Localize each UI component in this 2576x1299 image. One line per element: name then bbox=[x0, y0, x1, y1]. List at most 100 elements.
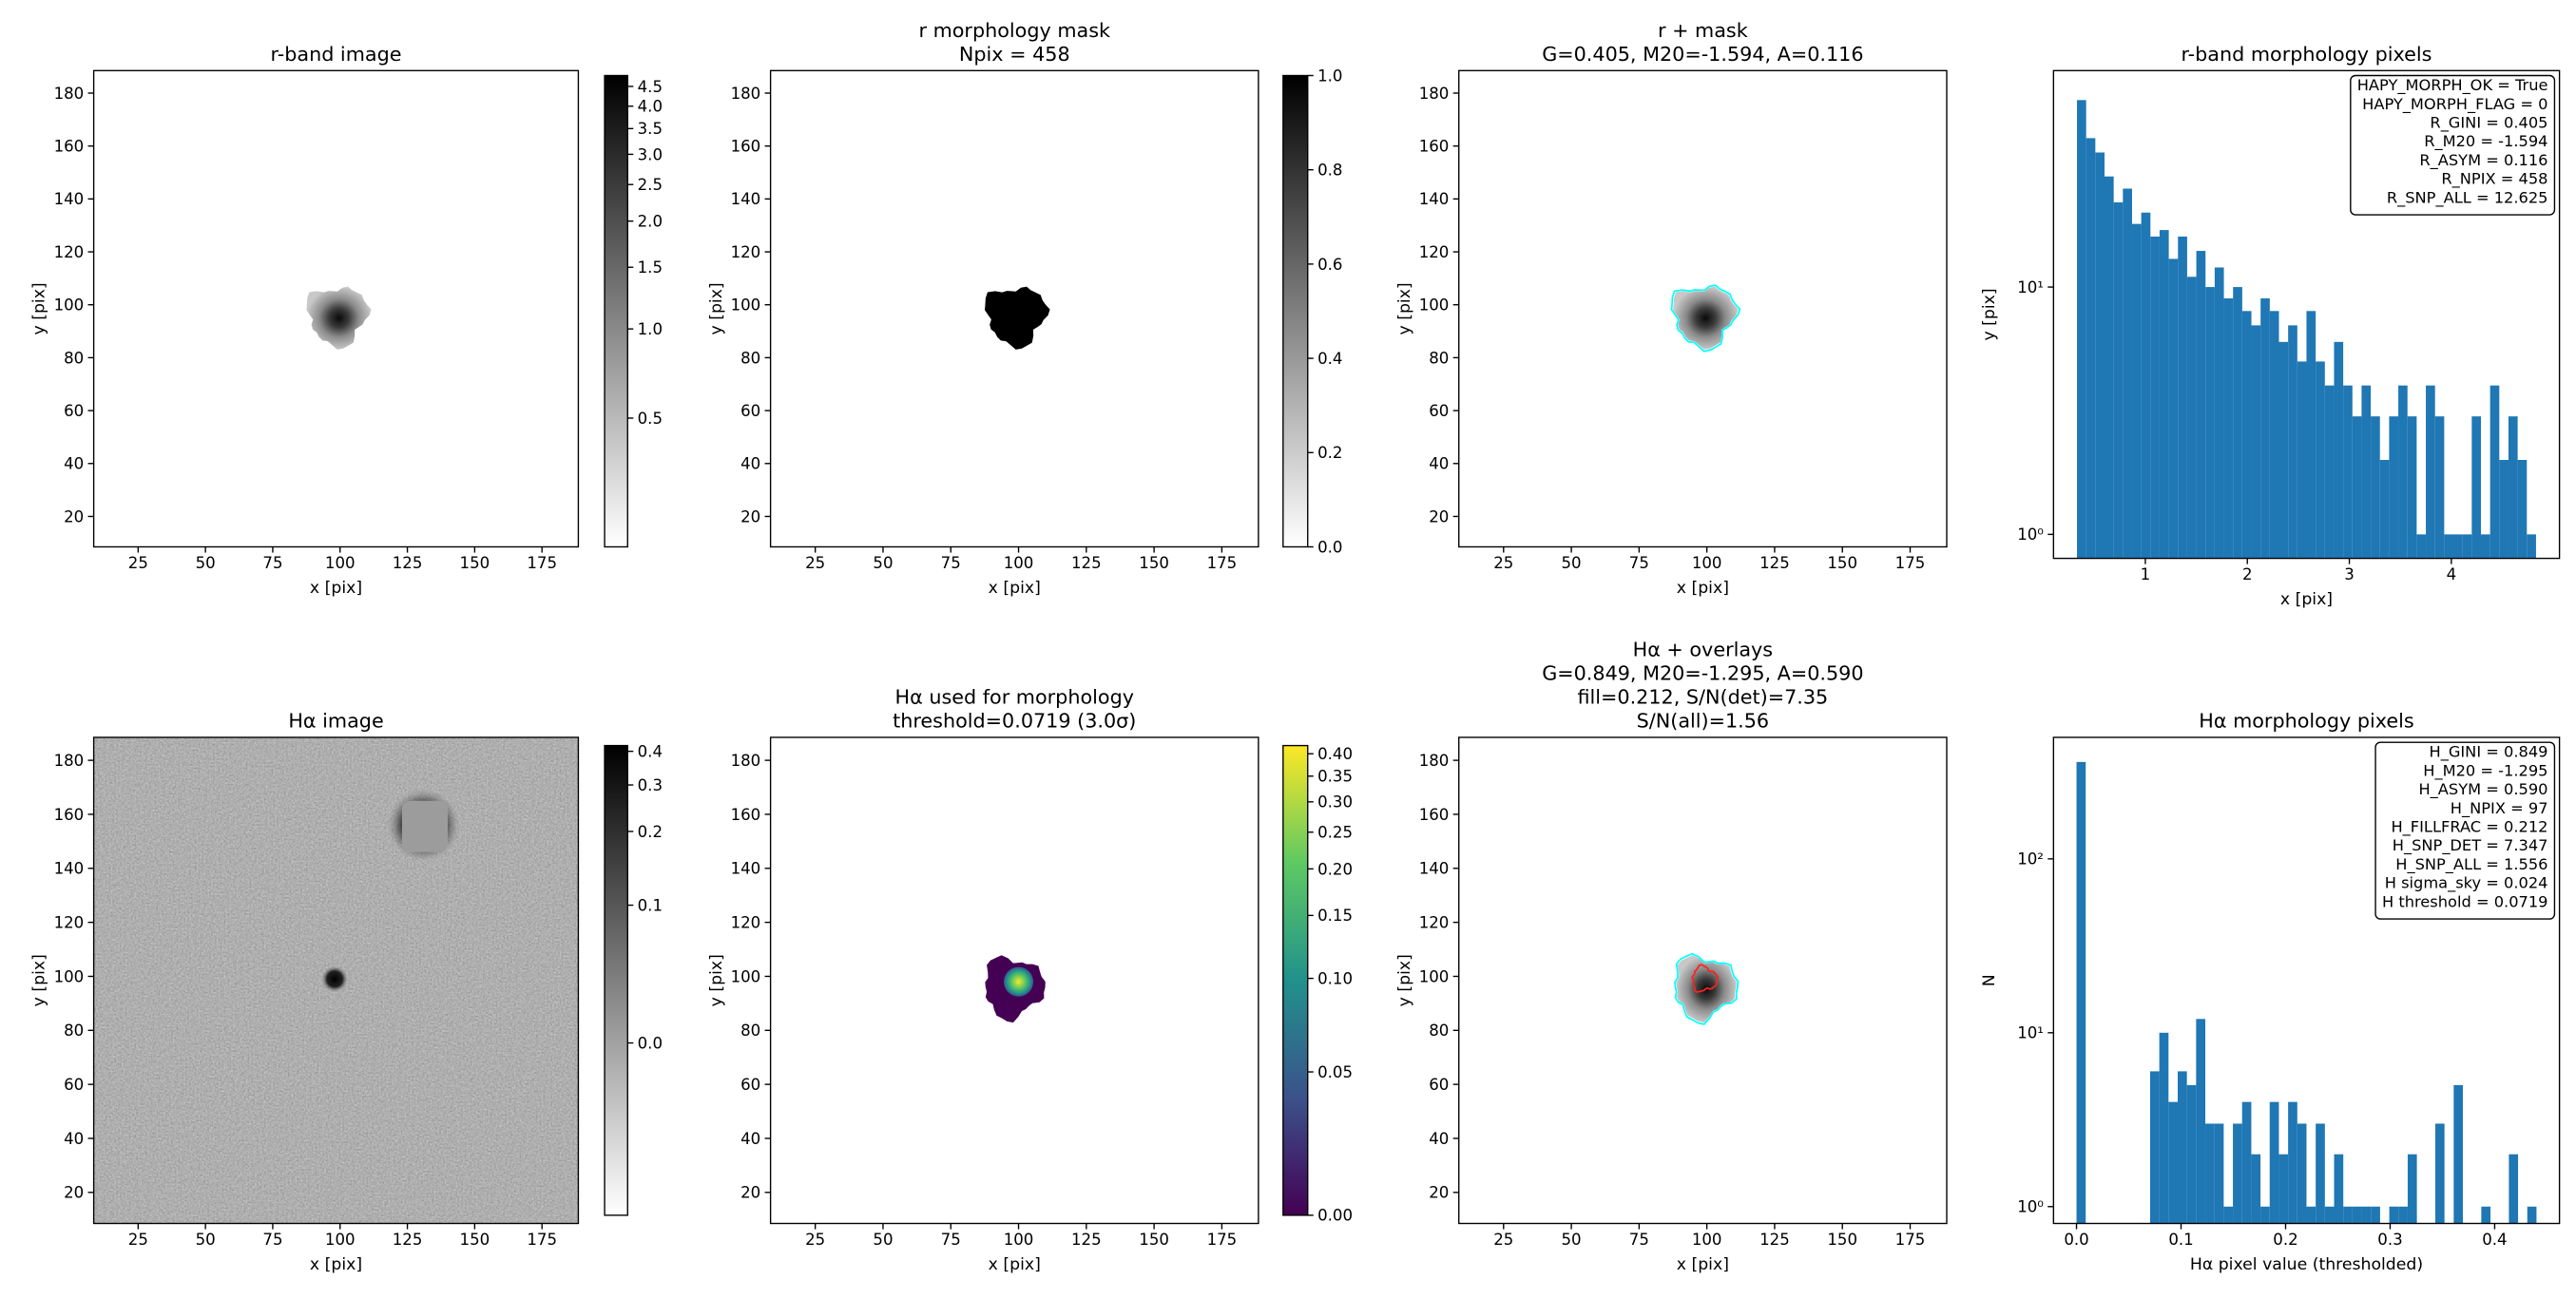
bar bbox=[2278, 341, 2289, 559]
y-axis-label: y [pix] bbox=[30, 282, 49, 334]
y-tick-label: 60 bbox=[740, 402, 760, 420]
bar bbox=[2389, 1206, 2399, 1224]
image bbox=[93, 736, 579, 1224]
bar bbox=[2214, 1123, 2224, 1224]
axes-frame bbox=[92, 69, 580, 548]
bar bbox=[2196, 251, 2206, 559]
panel-title: r-band morphology pixels bbox=[2181, 43, 2432, 66]
bar bbox=[2205, 1123, 2215, 1224]
y-tick-label: 60 bbox=[64, 402, 84, 420]
y-tick-label: 40 bbox=[64, 455, 84, 473]
y-tick-label: 100 bbox=[731, 967, 761, 985]
bar bbox=[2168, 258, 2179, 559]
colorbar bbox=[1282, 744, 1309, 1216]
x-tick-label: 150 bbox=[460, 554, 490, 572]
bar bbox=[2233, 1123, 2242, 1224]
y-tick-label: 40 bbox=[740, 1130, 760, 1148]
x-tick-label: 125 bbox=[393, 1231, 423, 1249]
x-tick-label: 75 bbox=[1629, 1231, 1649, 1249]
y-tick-label: 20 bbox=[64, 1184, 84, 1202]
y-tick-label: 180 bbox=[54, 752, 85, 770]
annotation-line: R_SNP_ALL = 12.625 bbox=[2387, 188, 2548, 207]
bar bbox=[2297, 361, 2307, 559]
y-tick-label: 120 bbox=[54, 243, 85, 261]
bar bbox=[2196, 1019, 2206, 1224]
bar bbox=[2186, 1084, 2197, 1224]
y-tick-label: 180 bbox=[731, 85, 761, 103]
y-tick-label: 80 bbox=[1429, 349, 1449, 367]
bar bbox=[2499, 460, 2509, 559]
bar bbox=[2371, 1206, 2380, 1224]
bar bbox=[2131, 223, 2142, 559]
bar bbox=[2509, 1154, 2519, 1224]
y-tick-label: 160 bbox=[1419, 138, 1450, 156]
x-tick-label: 125 bbox=[393, 554, 423, 572]
y-axis-label: y [pix] bbox=[30, 954, 49, 1006]
annotation-line: H_FILLFRAC = 0.212 bbox=[2391, 818, 2547, 837]
x-tick-label: 0.0 bbox=[2064, 1231, 2088, 1249]
y-axis-label: y [pix] bbox=[1395, 282, 1414, 334]
bar bbox=[2260, 297, 2270, 559]
x-tick-label: 50 bbox=[196, 554, 216, 572]
x-tick-label: 175 bbox=[1895, 554, 1926, 572]
masked-star bbox=[401, 800, 449, 852]
y-tick-label: 180 bbox=[731, 752, 761, 770]
y-tick-label: 80 bbox=[64, 349, 84, 367]
bar bbox=[2241, 311, 2252, 559]
bar bbox=[2434, 416, 2445, 559]
x-tick-label: 4 bbox=[2447, 565, 2457, 583]
y-tick-label: 100 bbox=[54, 967, 85, 985]
colorbar bbox=[604, 74, 628, 548]
bar bbox=[2186, 277, 2197, 559]
x-tick-label: 25 bbox=[1493, 554, 1513, 572]
colorbar-tick-label: 1.0 bbox=[638, 320, 663, 338]
detection-contour bbox=[1691, 964, 1720, 993]
colorbar-tick-label: 1.5 bbox=[638, 258, 663, 277]
image bbox=[306, 286, 372, 350]
annotation-line: H sigma_sky = 0.024 bbox=[2385, 874, 2548, 893]
bar bbox=[2352, 416, 2362, 559]
axes-frame bbox=[1458, 69, 1948, 548]
x-tick-label: 25 bbox=[805, 1231, 825, 1249]
x-tick-label: 0.4 bbox=[2482, 1231, 2507, 1249]
bar bbox=[2453, 1084, 2464, 1224]
bar bbox=[2444, 534, 2454, 559]
y-tick-label: 80 bbox=[740, 1022, 760, 1040]
y-tick-label: 180 bbox=[54, 85, 85, 103]
axes-frame bbox=[769, 69, 1259, 548]
bar bbox=[2205, 287, 2215, 559]
panel-title: Npix = 458 bbox=[959, 43, 1070, 66]
y-axis-label: y [pix] bbox=[707, 954, 726, 1006]
y-tick-label: 60 bbox=[64, 1076, 84, 1094]
y-tick-label: 100 bbox=[1419, 967, 1450, 985]
y-tick-label: 120 bbox=[731, 914, 761, 932]
panel-title: r + mask bbox=[1658, 19, 1748, 42]
bar bbox=[2269, 1101, 2279, 1224]
panel-title: Hα morphology pixels bbox=[2199, 710, 2413, 733]
bar bbox=[2149, 1071, 2160, 1224]
y-tick-label: 60 bbox=[740, 1076, 760, 1094]
y-tick-label: 160 bbox=[54, 806, 85, 824]
x-axis-label: x [pix] bbox=[989, 579, 1041, 598]
axes-frame bbox=[2052, 69, 2561, 560]
bar bbox=[2223, 297, 2234, 559]
x-axis-label: x [pix] bbox=[989, 1255, 1041, 1274]
y-tick-label: 10⁰ bbox=[2017, 1198, 2044, 1216]
panel-title: threshold=0.0719 (3.0σ) bbox=[893, 710, 1136, 733]
image bbox=[985, 955, 1046, 1023]
y-tick-label: 10² bbox=[2017, 850, 2044, 869]
y-tick-label: 10¹ bbox=[2017, 1024, 2044, 1042]
bar bbox=[2343, 385, 2353, 559]
y-tick-label: 160 bbox=[54, 138, 85, 156]
annotation-line: H_NPIX = 97 bbox=[2451, 799, 2548, 818]
bar bbox=[2214, 267, 2224, 559]
colorbar-tick-label: 0.1 bbox=[638, 896, 663, 914]
x-axis-label: x [pix] bbox=[310, 1255, 362, 1274]
bar bbox=[2223, 1206, 2234, 1224]
bar bbox=[2361, 1206, 2372, 1224]
y-tick-label: 40 bbox=[740, 455, 760, 473]
y-tick-label: 140 bbox=[731, 860, 761, 878]
x-tick-label: 25 bbox=[128, 1231, 148, 1249]
annotation-line: H_M20 = -1.295 bbox=[2423, 761, 2547, 780]
panel-title: Hα + overlays bbox=[1633, 638, 1773, 660]
